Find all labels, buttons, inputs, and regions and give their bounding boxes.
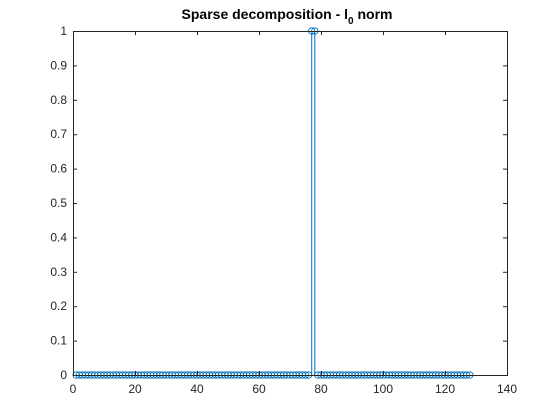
y-tick-label: 0.1 bbox=[50, 334, 67, 348]
axes-background bbox=[73, 31, 507, 375]
y-tick-label: 0.3 bbox=[50, 265, 67, 279]
x-tick-label: 0 bbox=[70, 382, 77, 396]
chart-title: Sparse decomposition - l0 norm bbox=[182, 6, 393, 27]
chart-title-main: Sparse decomposition - l bbox=[182, 6, 348, 22]
y-tick-label: 0.2 bbox=[50, 299, 67, 313]
x-tick-label: 100 bbox=[373, 382, 393, 396]
stem-series bbox=[311, 31, 316, 375]
y-tick-label: 0.8 bbox=[50, 93, 67, 107]
chart-title-suffix: norm bbox=[354, 6, 393, 22]
y-tick-label: 1 bbox=[60, 24, 67, 38]
x-tick-label: 80 bbox=[314, 382, 328, 396]
x-tick-label: 60 bbox=[252, 382, 266, 396]
y-tick-label: 0.6 bbox=[50, 162, 67, 176]
chart-title-subscript: 0 bbox=[348, 16, 354, 27]
y-tick-label: 0.4 bbox=[50, 230, 67, 244]
y-tick-label: 0.9 bbox=[50, 58, 67, 72]
y-tick-label: 0.7 bbox=[50, 127, 67, 141]
x-tick-label: 20 bbox=[128, 382, 142, 396]
y-tick-label: 0.5 bbox=[50, 196, 67, 210]
y-axis: 0 0.1 0.2 0.3 0.4 0.5 0.6 0.7 0.8 0.9 1 bbox=[50, 24, 507, 382]
y-tick-label: 0 bbox=[60, 368, 67, 382]
x-tick-label: 120 bbox=[435, 382, 455, 396]
x-tick-label: 140 bbox=[497, 382, 517, 396]
x-tick-label: 40 bbox=[190, 382, 204, 396]
x-axis: 0 20 40 60 80 100 120 140 bbox=[70, 31, 517, 396]
